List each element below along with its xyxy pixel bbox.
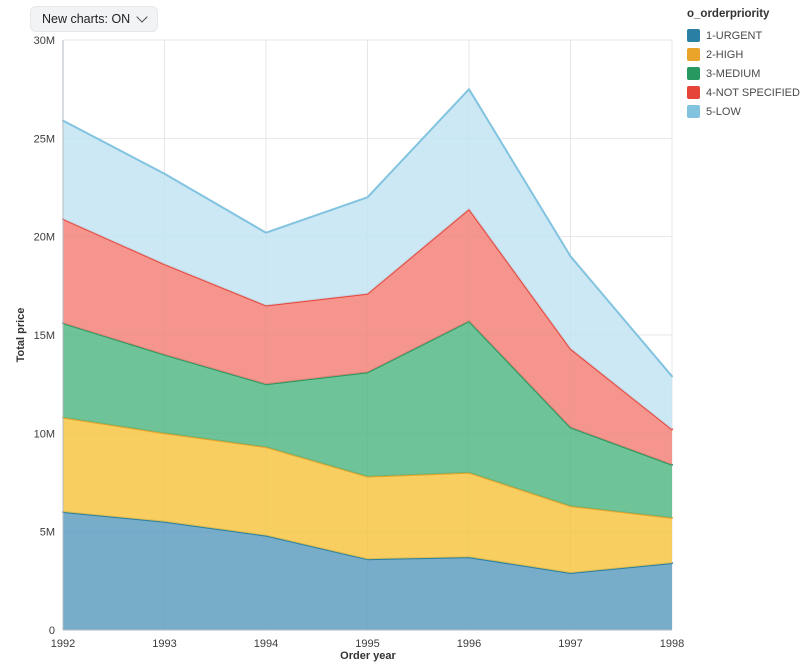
legend-label: 3-MEDIUM <box>706 67 761 80</box>
area-4-not-specified[interactable] <box>63 209 672 465</box>
y-tick-label: 25M <box>34 133 55 145</box>
x-tick-label: 1997 <box>558 638 582 650</box>
new-charts-toggle[interactable]: New charts: ON <box>30 6 159 32</box>
x-tick-label: 1992 <box>51 638 75 650</box>
legend-swatch <box>687 29 700 42</box>
legend-swatch <box>687 67 700 80</box>
legend-label: 4-NOT SPECIFIED <box>706 86 800 99</box>
y-tick-label: 0 <box>49 625 55 637</box>
legend-item[interactable]: 4-NOT SPECIFIED <box>687 86 800 99</box>
stacked-area-chart[interactable]: 0 5M 10M 15M 20M 25M 30M 1992 1993 1994 1995 1996 19… <box>0 0 686 662</box>
x-axis-title: Order year <box>340 650 396 662</box>
area-2-high[interactable] <box>63 417 672 573</box>
legend-label: 5-LOW <box>706 105 741 118</box>
legend-swatch <box>687 86 700 99</box>
y-tick-label: 10M <box>34 428 55 440</box>
x-tick-label: 1996 <box>457 638 481 650</box>
y-tick-label: 5M <box>40 527 55 539</box>
y-tick-label: 30M <box>34 35 55 47</box>
legend-title: o_orderpriority <box>687 8 770 20</box>
legend-label: 1-URGENT <box>706 29 763 42</box>
legend-item[interactable]: 3-MEDIUM <box>687 67 799 80</box>
x-tick-label: 1995 <box>355 638 379 650</box>
legend-item[interactable]: 1-URGENT <box>687 29 799 42</box>
legend-label: 2-HIGH <box>706 48 744 61</box>
legend-swatch <box>687 48 700 61</box>
x-tick-label: 1994 <box>254 638 278 650</box>
y-tick-label: 15M <box>34 330 55 342</box>
legend: o_orderpriority 1-URGENT 2-HIGH 3-MEDIUM 4-… <box>687 8 800 124</box>
x-tick-label: 1998 <box>660 638 684 650</box>
new-charts-toggle-label: New charts: ON <box>42 12 131 26</box>
legend-swatch <box>687 105 700 118</box>
x-tick-label: 1993 <box>152 638 176 650</box>
y-axis-title: Total price <box>15 307 27 363</box>
area-1-urgent[interactable] <box>63 512 672 630</box>
line-5-low <box>62 88 673 378</box>
legend-item[interactable]: 5-LOW <box>687 105 799 118</box>
legend-item[interactable]: 2-HIGH <box>687 48 799 61</box>
y-tick-label: 20M <box>34 232 55 244</box>
legend-items: 1-URGENT 2-HIGH 3-MEDIUM 4-NOT SPECIFIED 5-L… <box>687 29 800 118</box>
